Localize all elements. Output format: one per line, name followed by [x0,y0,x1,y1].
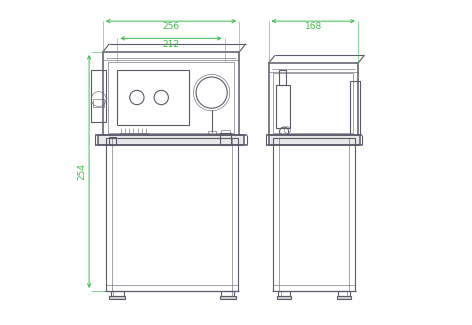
Bar [269,63,358,136]
Bar [273,138,354,291]
Bar [108,62,235,133]
Bar [106,138,237,291]
Bar [338,291,350,296]
Bar [277,296,291,299]
Bar [279,70,287,84]
Text: 212: 212 [162,40,179,49]
Bar [350,81,361,135]
Bar [109,296,126,299]
Bar [118,70,189,125]
Bar [278,291,290,296]
Bar [93,99,104,107]
Bar [273,73,353,133]
Bar [220,133,231,145]
Bar [208,131,216,135]
Bar [92,70,106,122]
Bar [109,136,116,145]
Bar [98,135,244,145]
Bar [220,296,236,299]
Bar [103,52,239,136]
Text: 256: 256 [162,22,179,32]
Bar [221,291,235,296]
Bar [337,296,351,299]
Bar [269,135,360,145]
Text: 254: 254 [77,163,86,180]
Text: 168: 168 [304,22,322,32]
Bar [276,84,290,128]
Bar [221,130,229,135]
Bar [111,291,124,296]
